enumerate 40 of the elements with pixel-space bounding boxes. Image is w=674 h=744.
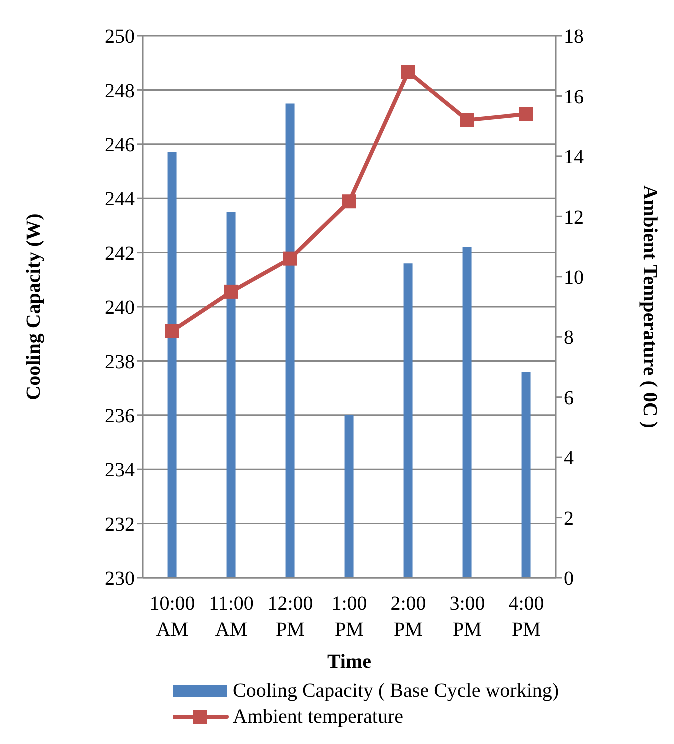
y2-tick-label: 8	[564, 327, 574, 350]
y-tick-label: 244	[105, 188, 135, 211]
y-tick-label: 230	[105, 568, 135, 590]
y-tick-label: 242	[105, 242, 135, 265]
y2-tick-label: 10	[564, 266, 584, 289]
y-tick-label: 236	[105, 406, 135, 428]
y2-axis-title: Ambient Temperature ( 0C )	[638, 186, 661, 428]
x-tick-label: 3:00 PM	[450, 593, 486, 641]
y-tick-label: 238	[105, 351, 135, 374]
legend-label: Cooling Capacity ( Base Cycle working)	[233, 679, 560, 704]
y-tick-label: 250	[105, 26, 135, 48]
y-tick-label: 234	[105, 460, 135, 482]
point	[460, 113, 474, 128]
y-tick-label: 232	[105, 514, 135, 536]
y2-tick-label: 6	[564, 387, 574, 410]
x-tick-label: 4:00 PM	[508, 593, 544, 641]
point	[342, 194, 356, 209]
y2-tick-label: 2	[564, 508, 574, 530]
y-tick-label: 240	[105, 297, 135, 320]
y2-tick-label: 18	[564, 26, 584, 48]
point	[284, 252, 298, 266]
y2-tick-label: 0	[564, 568, 574, 590]
y-tick-label: 246	[105, 134, 135, 156]
y-tick-label: 248	[105, 80, 135, 102]
point	[520, 107, 534, 122]
y2-tick-label: 16	[564, 86, 584, 108]
point	[402, 65, 416, 80]
x-tick-label: 12:00 PM	[268, 593, 314, 641]
x-tick-label: 11:00 AM	[209, 593, 254, 641]
x-tick-label: 10:00 AM	[150, 593, 196, 641]
y-axis-title: Cooling Capacity (W)	[23, 214, 46, 400]
point	[224, 284, 238, 299]
y2-tick-label: 4	[564, 448, 574, 470]
legend-label: Ambient temperature	[233, 705, 404, 730]
point	[166, 324, 180, 338]
x-axis-title: Time	[327, 651, 372, 673]
y2-tick-label: 12	[564, 206, 584, 229]
y2-tick-label: 14	[564, 146, 584, 169]
x-tick-label: 2:00 PM	[390, 593, 426, 641]
x-tick-label: 1:00 PM	[332, 593, 368, 641]
